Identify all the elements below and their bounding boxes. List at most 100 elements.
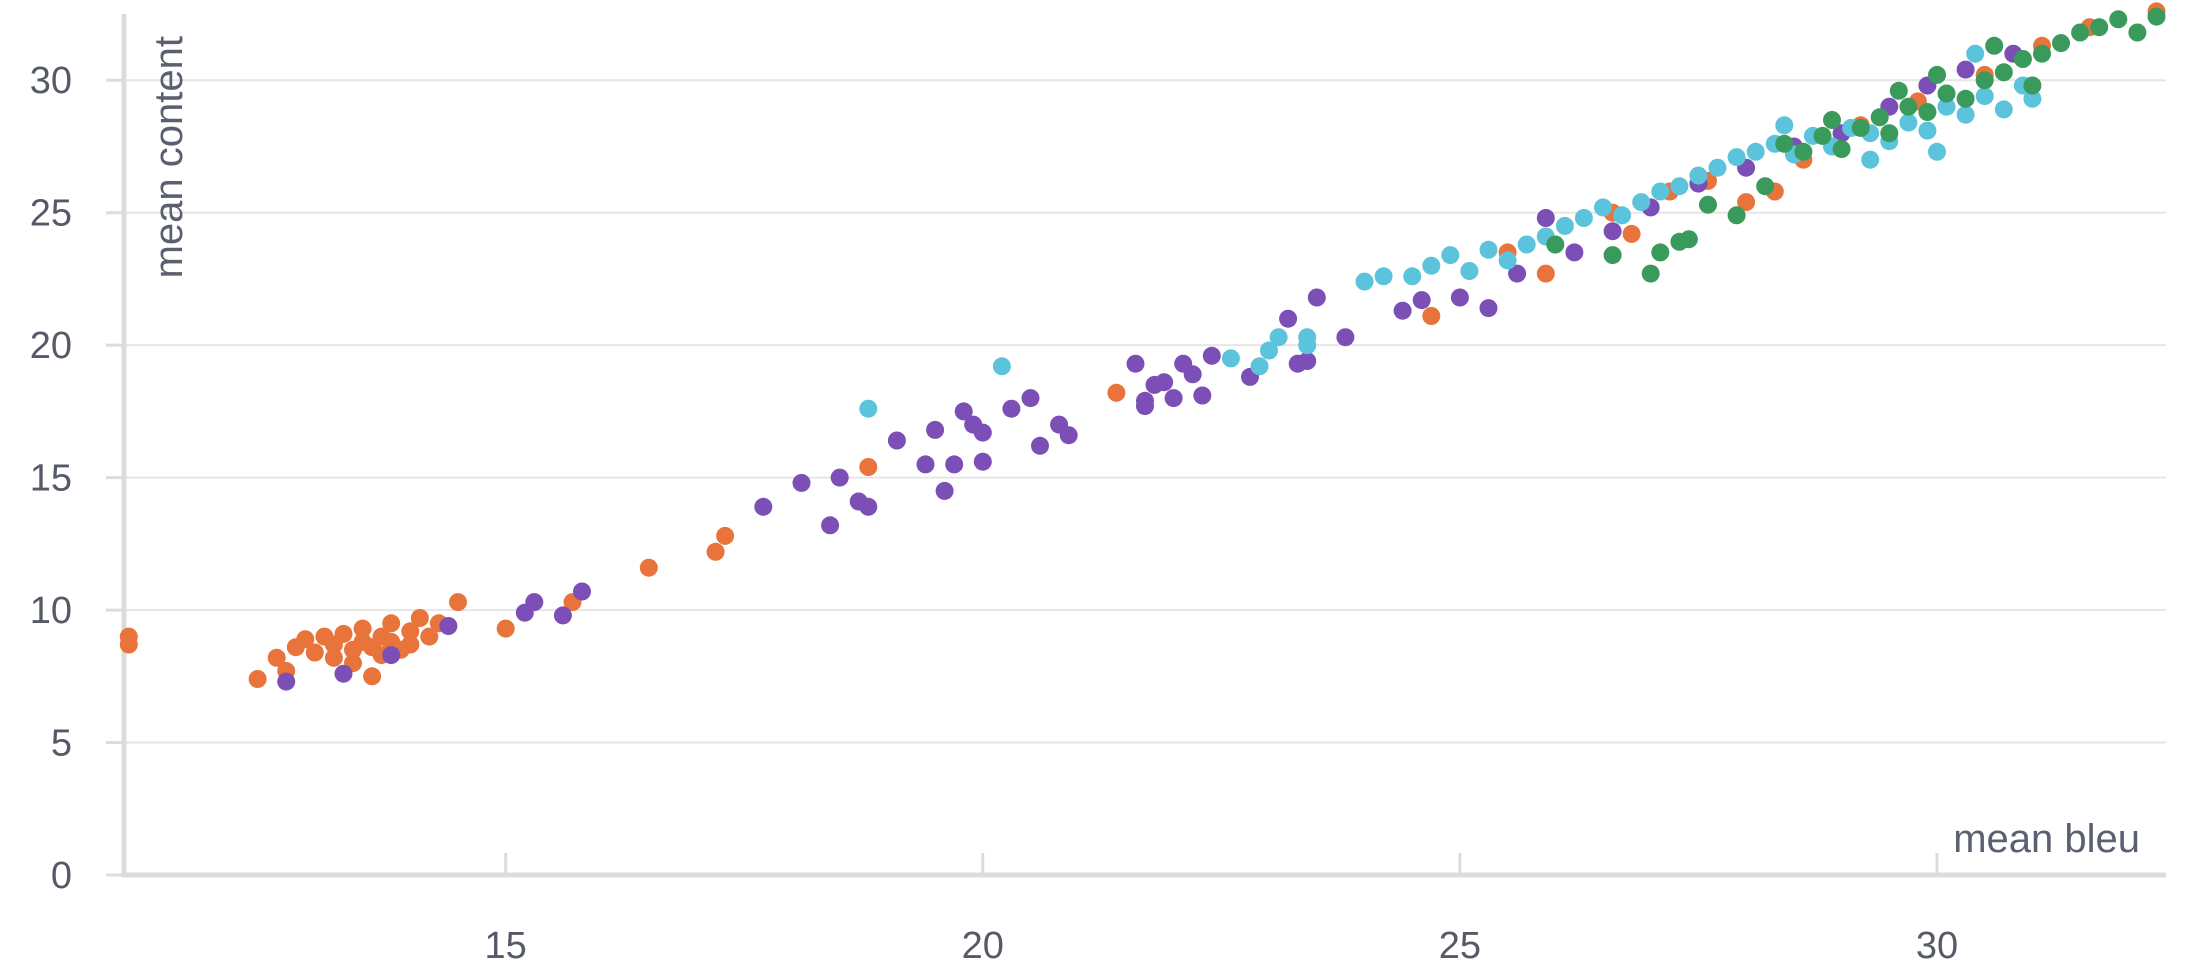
data-point [2109,10,2128,29]
data-point [1861,150,1880,169]
data-point [1565,243,1584,262]
data-point [639,558,658,577]
data-point [1641,264,1660,283]
y-tick-label: 5 [51,723,72,765]
data-point [1021,389,1040,408]
data-point [792,473,811,492]
data-point [267,648,286,667]
data-point [1479,240,1498,259]
data-point [1794,142,1813,161]
data-point [1155,373,1174,392]
data-point [1708,158,1727,177]
data-point [1574,209,1593,227]
data-point [1775,116,1794,135]
data-point [916,455,935,474]
data-point [859,497,878,516]
data-point [1679,230,1698,249]
data-point [706,542,725,561]
data-point [296,630,315,649]
data-point [1985,36,2004,55]
data-point [324,648,343,667]
data-point [1756,177,1775,196]
data-point [1689,166,1708,185]
y-tick-label: 20 [30,325,72,367]
y-axis-title: mean content [147,36,191,278]
data-point [1880,124,1899,143]
data-point [1298,328,1317,347]
data-point [1956,60,1975,79]
data-point [2023,76,2042,95]
data-point [1393,301,1412,320]
data-point [1374,267,1393,286]
gridlines [124,79,2166,744]
data-point [1832,140,1851,159]
data-point [573,582,591,601]
data-point [1651,243,1670,262]
data-point [1136,397,1154,416]
data-point [353,619,372,638]
data-point [1355,272,1374,291]
data-point [1937,97,1956,116]
data-point [1422,307,1441,325]
x-tick-label: 30 [1916,925,1958,967]
data-point [1412,291,1431,310]
data-points [119,2,2166,691]
data-point [1737,193,1756,212]
data-point [410,609,429,627]
data-point [1928,65,1946,84]
data-point [248,670,267,688]
data-point [973,423,992,442]
y-tick-label: 30 [30,60,72,102]
data-point [1221,349,1240,368]
y-tick-label: 25 [30,193,72,235]
data-point [363,667,382,686]
data-point [401,622,420,641]
x-axis-title: mean bleu [1953,817,2140,861]
axis-ticks: 0 5 10 15 20 25 30 15 20 25 30 [30,60,1958,967]
data-point [1002,399,1021,418]
data-point [1126,354,1145,373]
data-point [1613,206,1632,225]
data-point [1555,216,1574,235]
data-point [887,431,906,450]
series-2 [277,44,2023,691]
data-point [973,452,992,471]
y-tick-label: 0 [51,855,72,897]
data-point [1899,97,1918,116]
data-point [439,617,458,635]
data-point [1775,134,1794,153]
series-3 [859,44,2042,418]
data-point [1956,89,1975,108]
data-point [305,643,324,662]
data-point [1260,341,1278,360]
data-point [1498,251,1517,270]
data-point [2071,23,2090,42]
data-point [1403,267,1422,286]
data-point [1307,288,1326,307]
data-point [954,402,973,421]
data-point [926,420,945,439]
data-point [1059,426,1078,445]
series-4 [1546,7,2166,283]
data-point [1031,436,1049,455]
data-point [1670,177,1689,196]
data-point [1536,209,1555,227]
y-tick-label: 15 [30,458,72,500]
x-tick-label: 20 [962,925,1004,967]
data-point [1889,81,1908,100]
data-point [449,593,467,612]
data-point [935,481,954,500]
data-point [1479,299,1498,318]
data-point [1536,264,1555,283]
data-point [1298,352,1317,370]
data-point [420,627,439,646]
data-point [1336,328,1355,347]
data-point [1460,262,1479,280]
data-point [1746,142,1765,161]
data-point [1994,100,2013,119]
data-point [1441,246,1460,265]
data-point [1269,328,1288,347]
data-point [1975,71,1994,90]
data-point [1956,105,1975,124]
